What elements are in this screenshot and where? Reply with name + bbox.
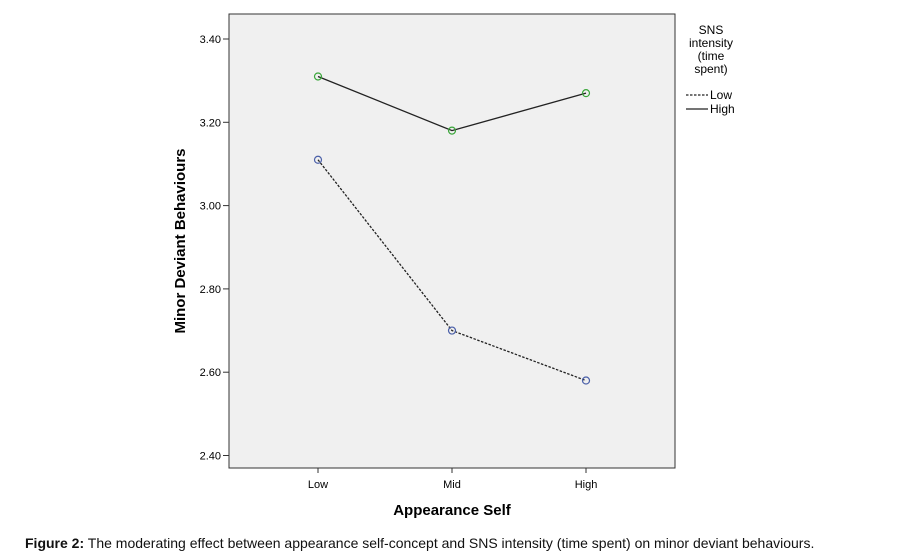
line-chart: 2.40 2.60 2.80 3.00 3.20 3.40 Low Mid High Appe… (172, 13, 735, 519)
series-line-high (317, 75, 587, 132)
data-point-high (581, 89, 591, 98)
data-point-low (447, 326, 457, 335)
x-axis: Low Mid High (308, 468, 597, 491)
legend-label-high: High (710, 102, 735, 116)
y-tick-label: 2.60 (200, 367, 221, 379)
x-tick-label: Low (308, 479, 328, 491)
data-point-low (313, 155, 323, 164)
y-tick-label: 3.40 (200, 34, 221, 46)
y-tick-label: 2.40 (200, 451, 221, 463)
x-tick-label: High (575, 479, 598, 491)
x-axis-title: Appearance Self (393, 502, 512, 519)
y-axis-title: Minor Deviant Behaviours (172, 148, 189, 333)
plot-area (228, 13, 676, 469)
series-layer (313, 72, 591, 385)
y-axis: 2.40 2.60 2.80 3.00 3.20 3.40 (200, 34, 229, 463)
caption-label: Figure 2: (25, 535, 85, 551)
legend-title-line: spent) (694, 62, 727, 76)
legend-title-line: SNS (699, 23, 724, 37)
legend-title-line: (time (698, 49, 725, 63)
legend-label-low: Low (710, 88, 732, 102)
figure-caption: Figure 2: The moderating effect between … (25, 535, 814, 551)
data-point-low (581, 376, 591, 385)
data-point-high (447, 126, 457, 135)
data-point-high (313, 72, 323, 81)
caption-text: The moderating effect between appearance… (84, 535, 815, 551)
series-line-low (317, 159, 587, 382)
legend-title-line: intensity (689, 36, 733, 50)
y-tick-label: 2.80 (200, 284, 221, 296)
y-tick-label: 3.00 (200, 201, 221, 213)
x-tick-label: Mid (443, 479, 461, 491)
y-tick-label: 3.20 (200, 117, 221, 129)
